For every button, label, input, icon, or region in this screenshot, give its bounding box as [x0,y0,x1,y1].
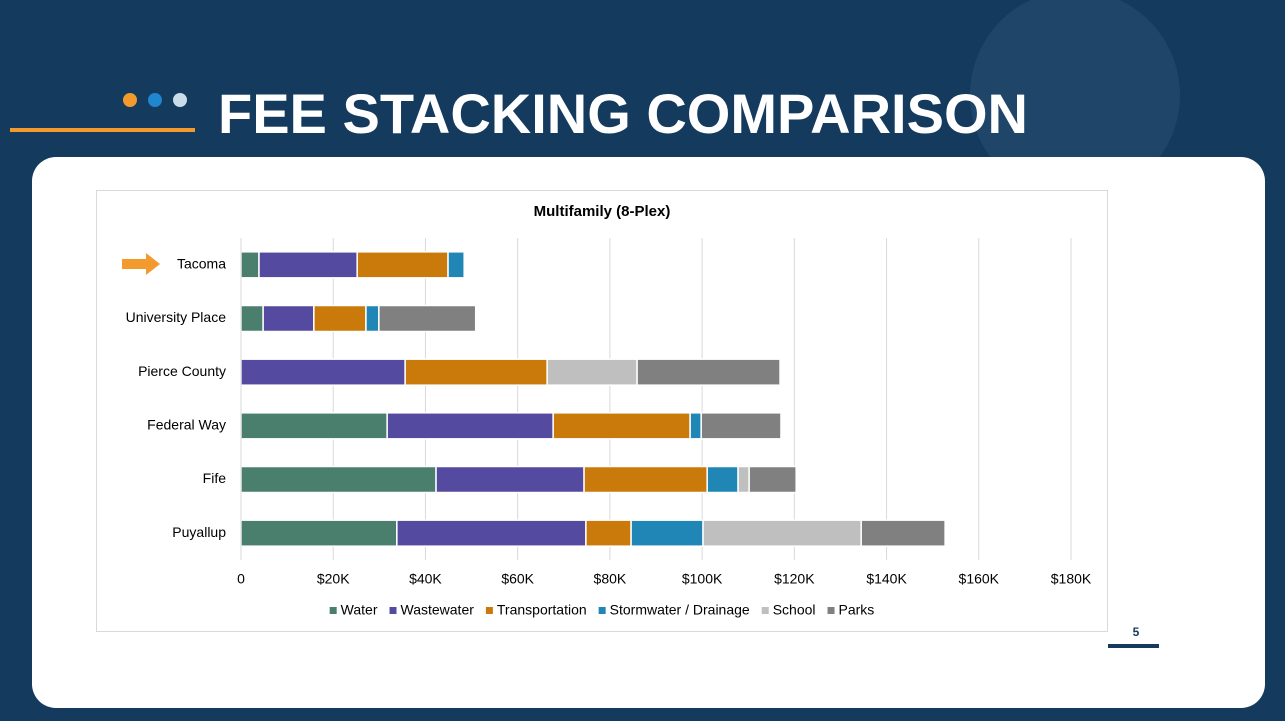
bar-segment [636,358,781,386]
y-tick-label: University Place [126,309,227,325]
bar-segment [240,358,406,386]
bar-segment [860,519,946,547]
legend-label: Transportation [497,602,587,618]
bar-segment [356,251,449,279]
x-tick-label: $140K [866,571,907,587]
bar-segment [240,465,437,494]
bar-segment [435,465,585,494]
legend-swatch [389,607,397,614]
bar-segment [546,358,638,386]
bar-segment [552,412,691,440]
x-tick-label: $40K [409,571,442,587]
x-tick-label: $180K [1051,571,1092,587]
plot: 0 $20K $40K $60K $80K $100K $120K $140K $160K $18… [126,238,1092,618]
bar-segment [240,304,264,333]
legend-label: School [773,602,816,618]
bar-segment [447,251,465,279]
y-tick-label: Federal Way [147,417,226,433]
x-tick-label: $20K [317,571,350,587]
legend-label: Parks [839,602,875,618]
bar-segment [737,465,750,494]
bar-segment [240,519,398,547]
legend-swatch [827,607,835,614]
accent-line [10,128,195,132]
legend-swatch [485,607,493,614]
x-tick-label: $60K [501,571,534,587]
bar-segment [396,519,587,547]
y-tick-label: Pierce County [138,363,226,379]
x-tick-label: $100K [682,571,723,587]
slide-title: FEE STACKING COMPARISON [218,82,1028,145]
bar-segment [583,465,708,494]
legend-label: Wastewater [401,602,475,618]
highlight-arrow [122,253,160,275]
x-tick-label: $80K [594,571,627,587]
bar-segment [258,251,358,279]
bar-segment [365,304,380,333]
bar-segment [404,358,548,386]
bar-segment [262,304,315,333]
bar-segment [386,412,554,440]
y-tick-label: Puyallup [172,524,226,540]
bar-segment [748,465,797,494]
y-tick-label: Fife [203,470,227,486]
y-tick-label: Tacoma [177,256,226,272]
chart-title: Multifamily (8-Plex) [534,203,671,220]
legend-swatch [329,607,337,614]
bar-segment [240,251,260,279]
bar-segment [689,412,702,440]
legend-swatch [761,607,769,614]
x-tick-label: $160K [959,571,1000,587]
legend-swatch [598,607,606,614]
bar-segment [313,304,367,333]
x-tick-label: 0 [237,571,245,587]
dot [173,93,187,107]
page-number: 5 [1133,625,1140,639]
legend-label: Stormwater / Drainage [610,602,750,618]
bar-segment [706,465,739,494]
bar-segment [585,519,632,547]
bar-segment [630,519,704,547]
bar-segment [240,412,388,440]
x-tick-label: $120K [774,571,815,587]
bar-segment [378,304,477,333]
page-number-bar [1108,644,1159,648]
legend-label: Water [341,602,378,618]
seal [970,0,1180,200]
dot [123,93,137,107]
bar-segment [702,519,862,547]
dot [148,93,162,107]
bar-segment [700,412,782,440]
